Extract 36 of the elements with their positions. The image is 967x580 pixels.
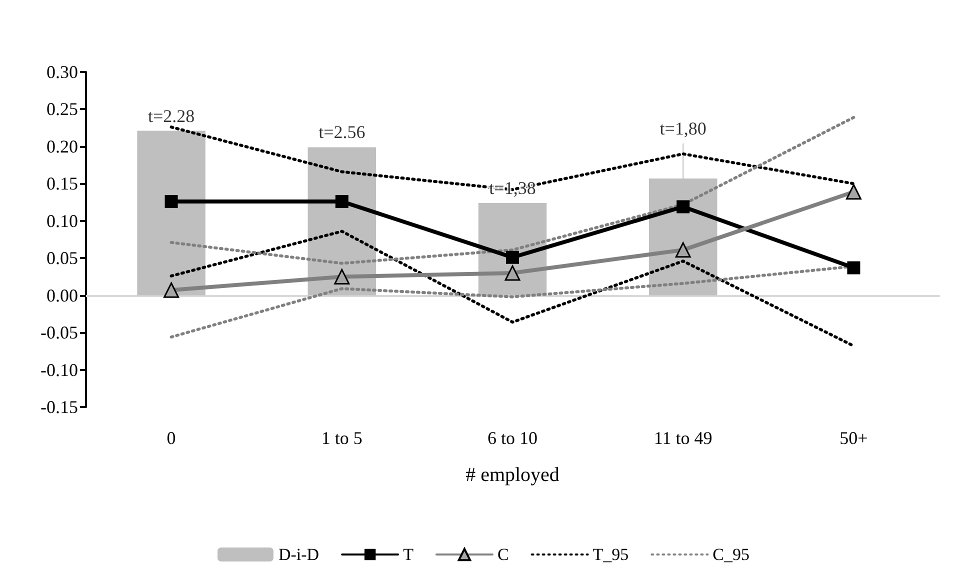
legend-label: T_95 [592,545,629,564]
point [164,195,178,208]
y-tick-label: 0.15 [46,174,78,194]
point [504,265,520,281]
legend-label: C_95 [712,545,750,564]
point [675,242,691,258]
bar [137,130,206,296]
point [846,184,862,200]
y-tick-label: -0.10 [40,360,78,380]
y-tick-label: 0.05 [46,248,78,268]
line-series [170,230,856,348]
y-tick-label: -0.15 [40,397,78,417]
point [335,195,348,208]
legend-label: C [497,545,509,564]
y-tick-label: 0.10 [46,210,78,231]
point [334,268,350,284]
x-tick-label: 1 to 5 [321,428,362,448]
x-tick-label: 0 [166,428,176,448]
legend-label: T [403,545,414,564]
annotation: t=2.28 [148,106,195,126]
annotation: t=1,80 [660,118,706,138]
point [847,261,860,274]
x-tick-label: 11 to 49 [654,428,712,448]
point [506,250,519,264]
legend-label: D-i-D [278,545,320,564]
y-tick-label: 0.25 [46,99,78,120]
y-tick-label: 0.30 [46,62,78,82]
x-axis-title: # employed [466,464,560,486]
y-tick-label: -0.05 [40,322,78,343]
point [164,282,180,298]
y-tick-label: 0.20 [46,136,78,156]
x-tick-label: 6 to 10 [487,428,538,448]
x-tick-label: 50+ [840,428,868,448]
y-tick-label: 0.00 [46,285,78,306]
annotation: t=2.56 [318,122,366,142]
point [676,200,690,214]
